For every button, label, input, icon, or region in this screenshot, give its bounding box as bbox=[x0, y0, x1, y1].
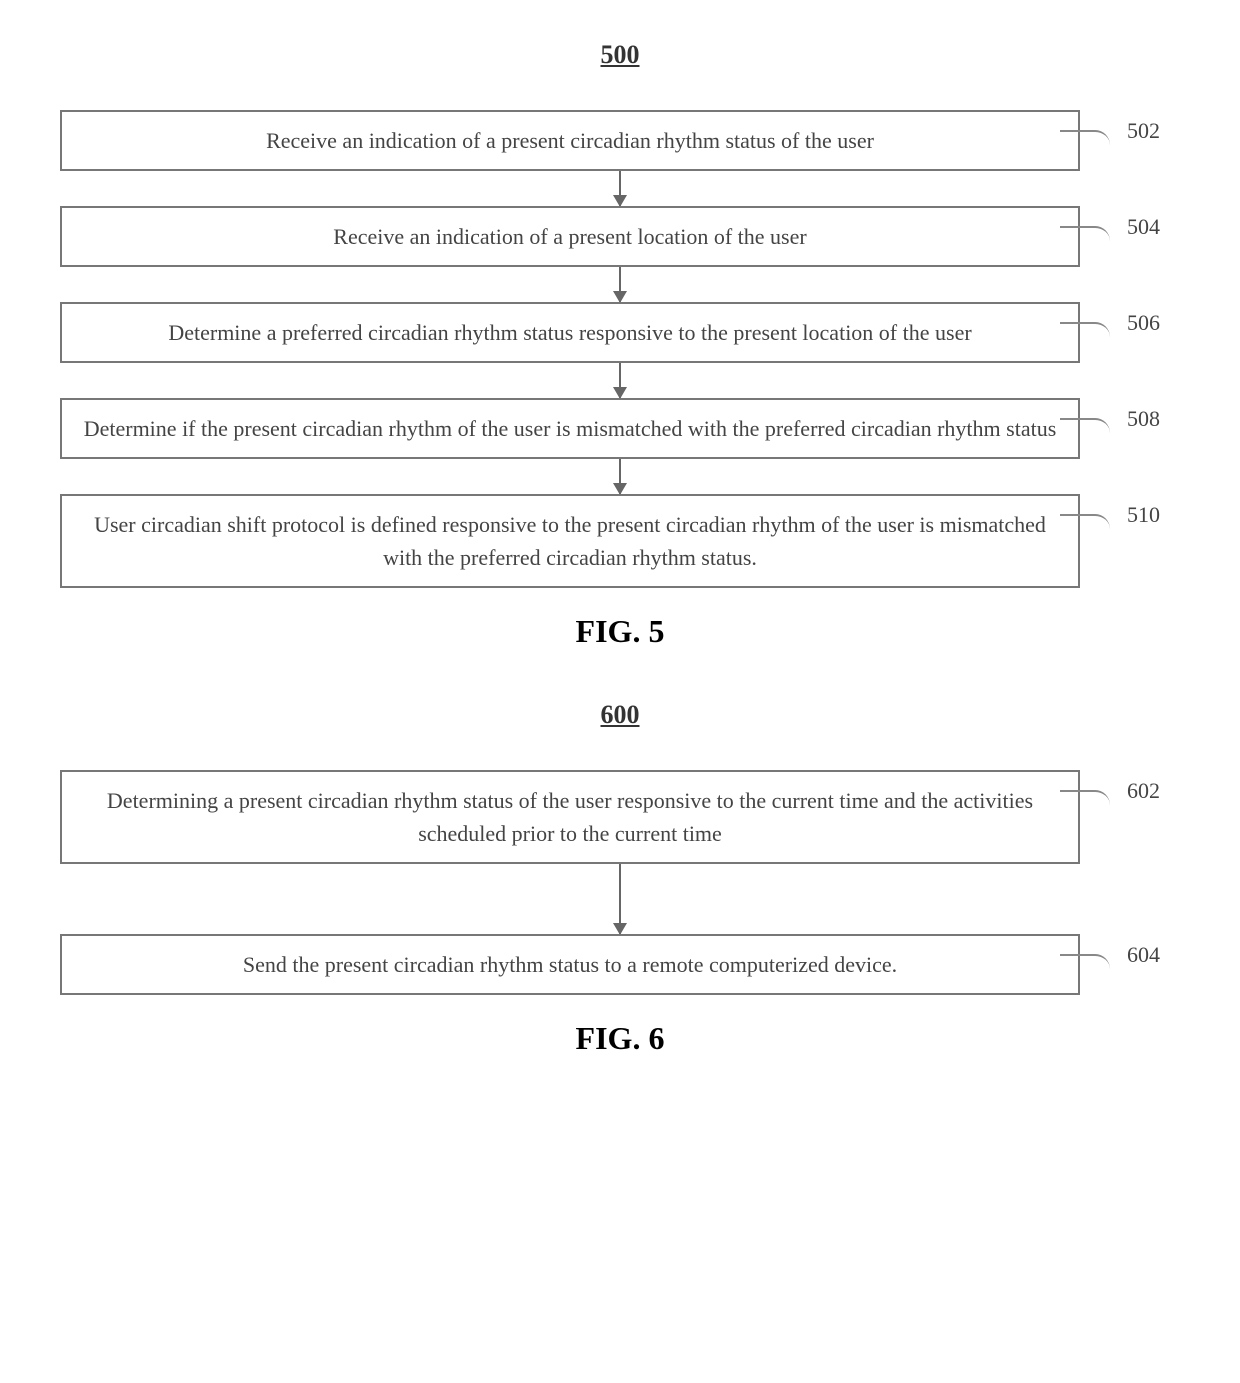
step-row: Send the present circadian rhythm status… bbox=[60, 934, 1180, 995]
step-label-506: 506 bbox=[1127, 310, 1160, 336]
label-connector bbox=[1060, 130, 1110, 145]
arrow-icon bbox=[619, 267, 621, 302]
arrow-icon bbox=[619, 459, 621, 494]
step-row: User circadian shift protocol is defined… bbox=[60, 494, 1180, 588]
figure-6-number: 600 bbox=[60, 700, 1180, 730]
step-box-504: Receive an indication of a present locat… bbox=[60, 206, 1080, 267]
step-box-506: Determine a preferred circadian rhythm s… bbox=[60, 302, 1080, 363]
label-connector bbox=[1060, 954, 1110, 969]
figure-5-caption: FIG. 5 bbox=[60, 613, 1180, 650]
step-label-602: 602 bbox=[1127, 778, 1160, 804]
step-label-604: 604 bbox=[1127, 942, 1160, 968]
step-box-510: User circadian shift protocol is defined… bbox=[60, 494, 1080, 588]
step-row: Receive an indication of a present circa… bbox=[60, 110, 1180, 171]
step-box-602: Determining a present circadian rhythm s… bbox=[60, 770, 1080, 864]
step-box-508: Determine if the present circadian rhyth… bbox=[60, 398, 1080, 459]
label-connector bbox=[1060, 322, 1110, 337]
step-label-510: 510 bbox=[1127, 502, 1160, 528]
figure-5-number: 500 bbox=[60, 40, 1180, 70]
figure-6-caption: FIG. 6 bbox=[60, 1020, 1180, 1057]
step-row: Determine a preferred circadian rhythm s… bbox=[60, 302, 1180, 363]
step-row: Determine if the present circadian rhyth… bbox=[60, 398, 1180, 459]
step-box-502: Receive an indication of a present circa… bbox=[60, 110, 1080, 171]
step-label-502: 502 bbox=[1127, 118, 1160, 144]
step-row: Receive an indication of a present locat… bbox=[60, 206, 1180, 267]
arrow-icon bbox=[619, 363, 621, 398]
arrow-icon bbox=[619, 171, 621, 206]
step-row: Determining a present circadian rhythm s… bbox=[60, 770, 1180, 864]
step-box-604: Send the present circadian rhythm status… bbox=[60, 934, 1080, 995]
label-connector bbox=[1060, 418, 1110, 433]
flowchart-5: Receive an indication of a present circa… bbox=[60, 110, 1180, 588]
step-label-504: 504 bbox=[1127, 214, 1160, 240]
label-connector bbox=[1060, 790, 1110, 805]
label-connector bbox=[1060, 514, 1110, 529]
step-label-508: 508 bbox=[1127, 406, 1160, 432]
label-connector bbox=[1060, 226, 1110, 241]
arrow-icon bbox=[619, 864, 621, 934]
flowchart-6: Determining a present circadian rhythm s… bbox=[60, 770, 1180, 995]
